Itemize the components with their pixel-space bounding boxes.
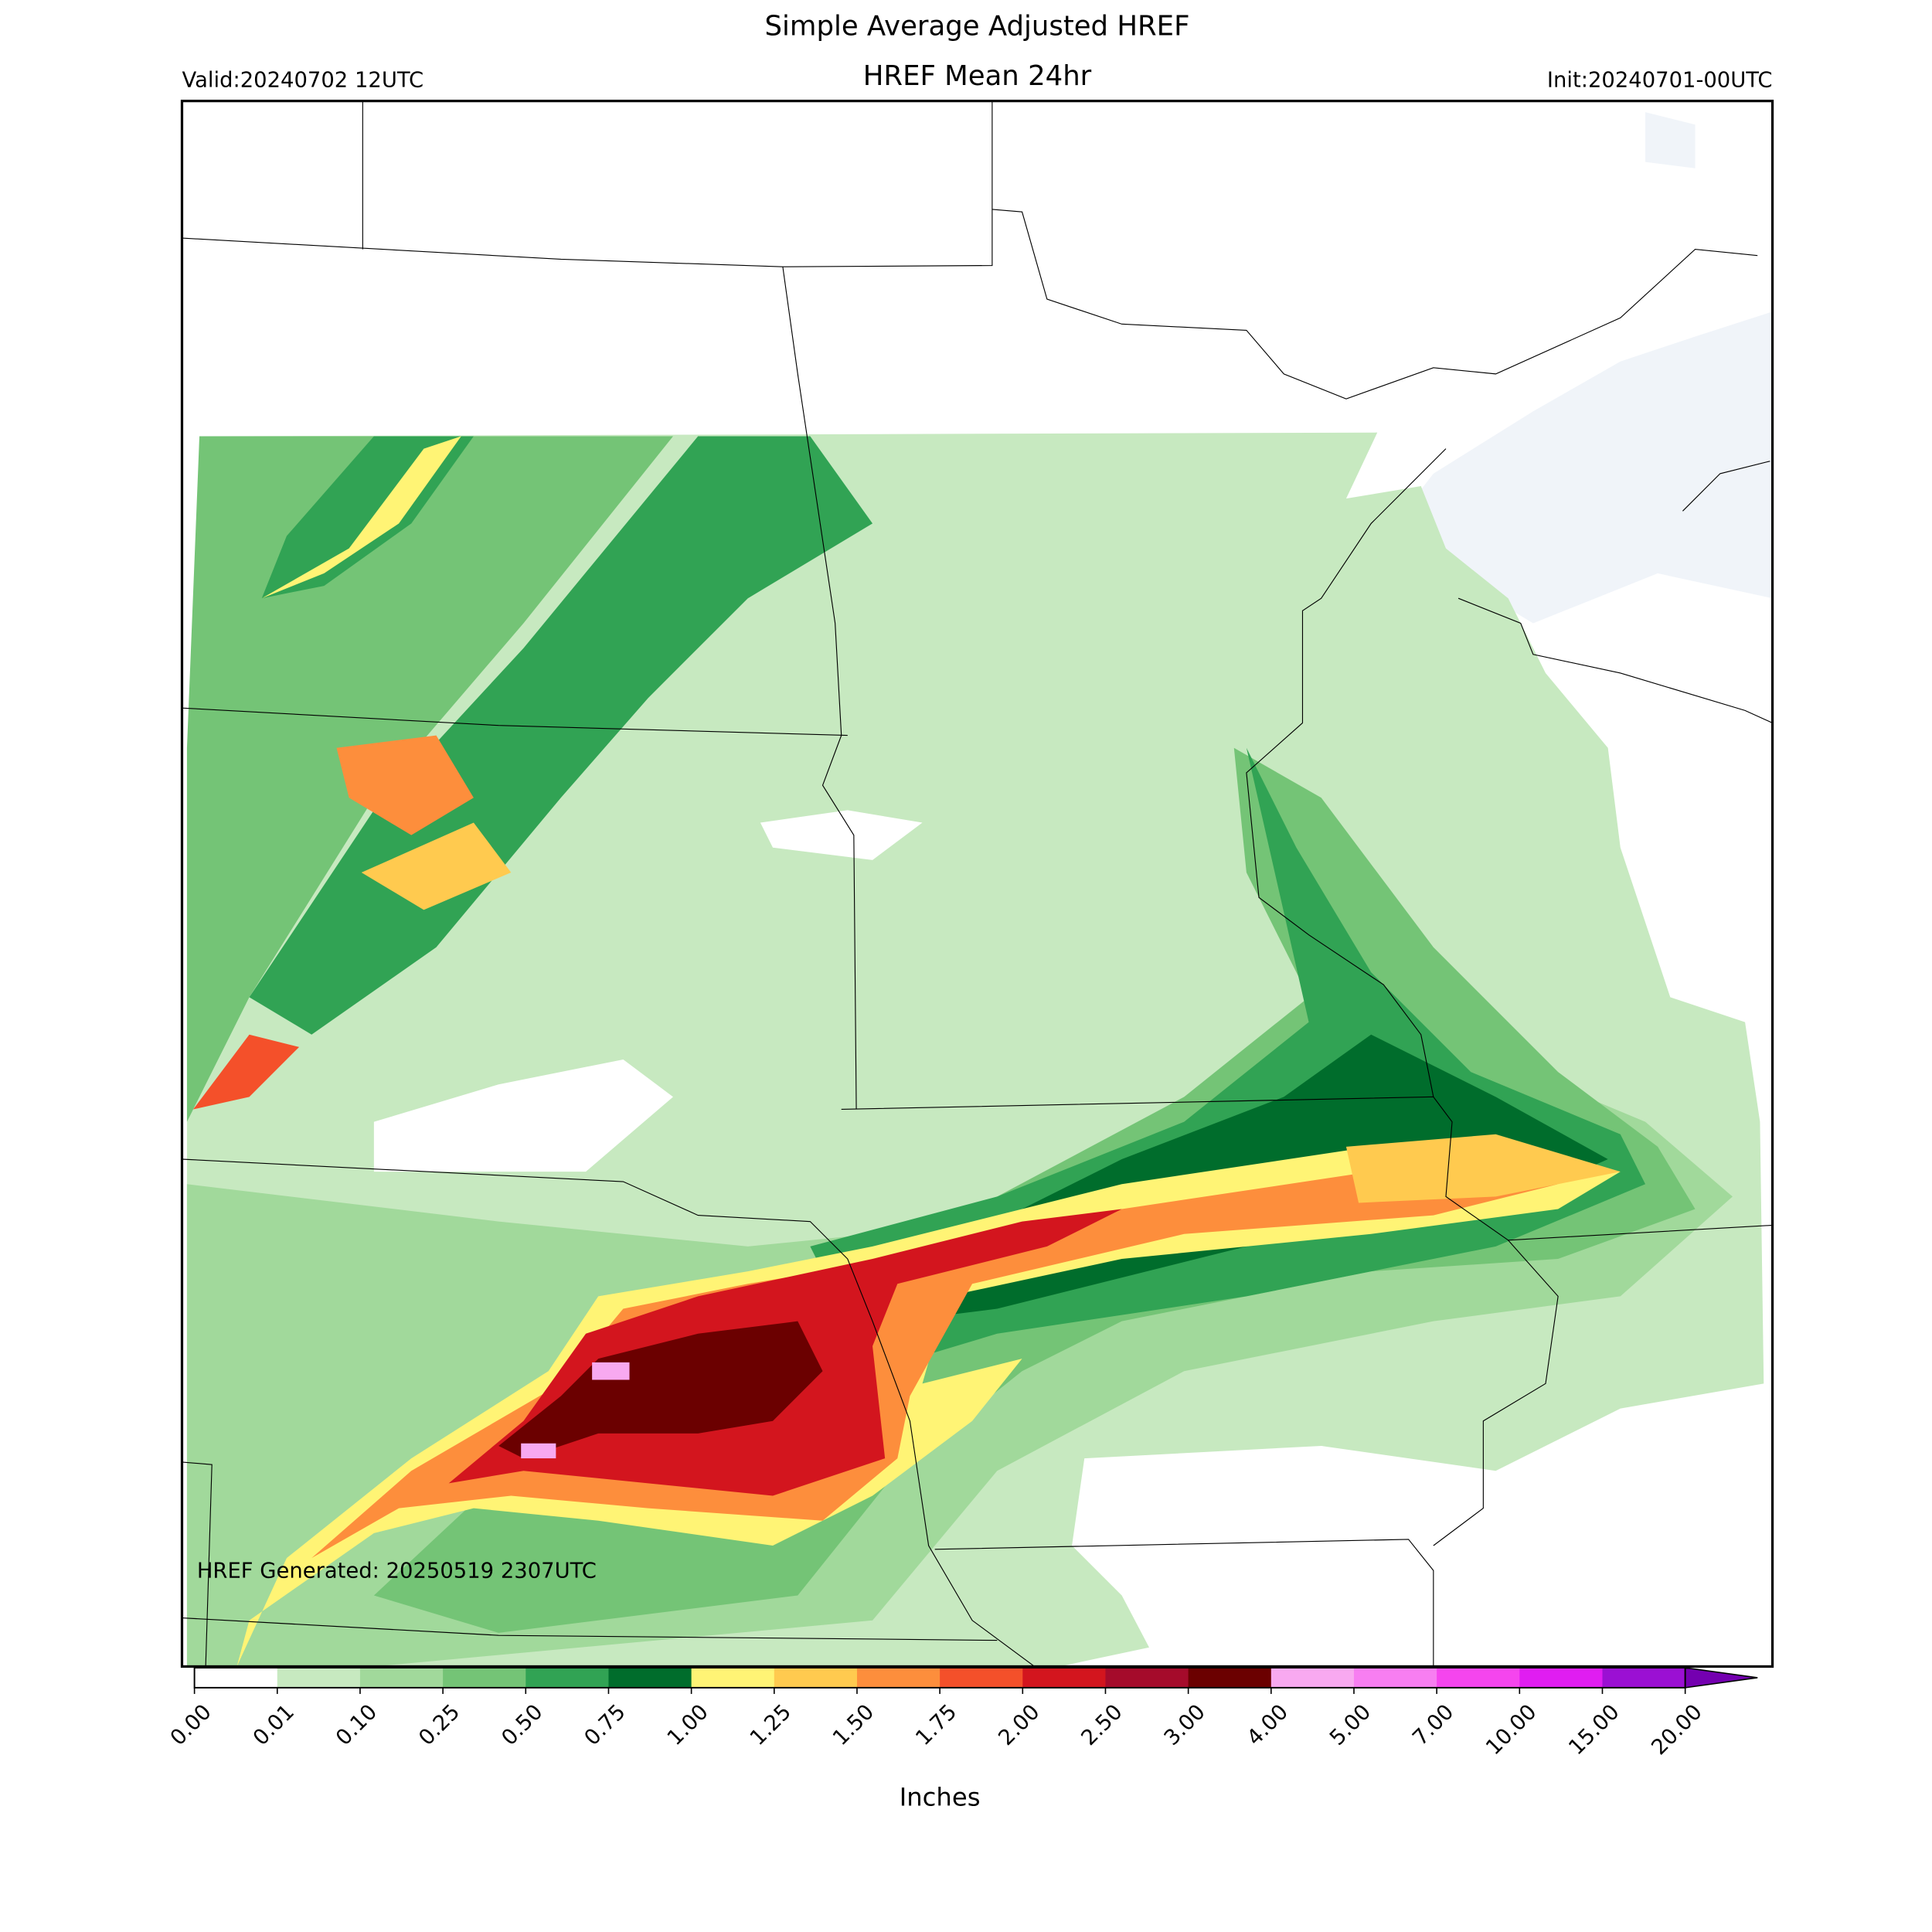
colorbar-box xyxy=(1105,1668,1189,1688)
precip-1-25 xyxy=(361,822,512,910)
map-frame xyxy=(180,100,1774,1668)
colorbar-box xyxy=(1519,1668,1603,1688)
colorbar-box xyxy=(691,1668,775,1688)
precip-4-00 xyxy=(521,1443,556,1459)
colorbar-tick-label: 7.00 xyxy=(1408,1700,1458,1750)
colorbar-tick-label: 0.25 xyxy=(414,1700,464,1750)
precip-1-00 xyxy=(236,1146,1621,1667)
colorbar-box xyxy=(1353,1668,1437,1688)
colorbar-tick-label: 3.00 xyxy=(1160,1700,1210,1750)
colorbar-box xyxy=(194,1668,278,1688)
border xyxy=(992,209,1758,400)
colorbar-tick-label: 20.00 xyxy=(1647,1700,1706,1760)
border xyxy=(934,1539,1434,1667)
lake xyxy=(1345,311,1773,624)
no-precip xyxy=(373,1059,673,1172)
colorbar-extend xyxy=(1684,1667,1758,1689)
colorbar-tick-label: 0.00 xyxy=(166,1700,216,1750)
lake xyxy=(1645,112,1696,168)
border xyxy=(1433,1240,1559,1546)
title: Simple Average Adjusted HREF xyxy=(765,10,1190,42)
colorbar-box xyxy=(774,1668,858,1688)
precip-1-00 xyxy=(261,436,461,599)
colorbar: 0.00 0.01 0.10 0.25 0.50 0.75 1.00 1.25 1.50 1.75… xyxy=(166,1667,1758,1760)
colorbar-tick-label: 0.50 xyxy=(497,1700,547,1750)
colorbar-label: Inches xyxy=(900,1782,981,1811)
colorbar-tick-label: 0.10 xyxy=(332,1700,382,1750)
border xyxy=(182,707,848,736)
footnote: HREF Generated: 20250519 2307UTC xyxy=(197,1559,597,1583)
init-time: Init:20240701-00UTC xyxy=(1547,68,1773,92)
border xyxy=(782,267,857,1110)
border xyxy=(1458,597,1773,723)
colorbar-tick-label: 5.00 xyxy=(1325,1700,1376,1750)
colorbar-tick-label: 2.00 xyxy=(994,1700,1044,1750)
precip-0-25 xyxy=(186,436,673,1122)
border xyxy=(1682,461,1770,512)
colorbar-frame xyxy=(193,1667,1686,1689)
subtitle: HREF Mean 24hr xyxy=(863,60,1092,92)
border xyxy=(841,1096,1773,1241)
colorbar-tick-label: 4.00 xyxy=(1243,1700,1293,1750)
border xyxy=(182,1617,998,1641)
colorbar-box xyxy=(1270,1668,1355,1688)
precip-4-00 xyxy=(592,1362,630,1380)
colorbar-tick-label: 10.00 xyxy=(1481,1700,1541,1760)
no-precip xyxy=(760,810,923,860)
colorbar-box xyxy=(608,1668,692,1688)
colorbar-tick-label: 1.00 xyxy=(663,1700,713,1750)
colorbar-tick-label: 2.50 xyxy=(1077,1700,1128,1750)
colorbar-box xyxy=(1022,1668,1106,1688)
colorbar-tick-label: 0.01 xyxy=(249,1700,299,1750)
colorbar-box xyxy=(526,1668,609,1688)
colorbar-tick-label: 15.00 xyxy=(1564,1700,1624,1760)
colorbar-tick-label: 1.75 xyxy=(911,1700,961,1750)
colorbar-tick-label: 0.75 xyxy=(580,1700,631,1750)
border xyxy=(1246,448,1447,1097)
precip-1-50 xyxy=(336,735,474,835)
colorbar-box xyxy=(443,1668,526,1688)
colorbar-tick-label: 1.25 xyxy=(746,1700,796,1750)
colorbar-box xyxy=(1602,1668,1686,1688)
colorbar-box xyxy=(1188,1668,1272,1688)
no-precip xyxy=(1072,1420,1773,1667)
border xyxy=(182,1158,1036,1667)
border xyxy=(182,1461,213,1667)
precip-3-00 xyxy=(498,1321,823,1459)
colorbar-box xyxy=(1437,1668,1520,1688)
border xyxy=(182,100,993,267)
map: HREF Generated: 20250519 2307UTC xyxy=(180,100,1774,1668)
colorbar-box xyxy=(856,1668,940,1688)
precip-1-75 xyxy=(193,1034,300,1110)
colorbar-tick-label: 1.50 xyxy=(828,1700,879,1750)
valid-time: Valid:20240702 12UTC xyxy=(182,68,423,92)
precip-1-25 xyxy=(1345,1134,1621,1203)
colorbar-box xyxy=(277,1668,361,1688)
colorbar-box xyxy=(940,1668,1023,1688)
colorbar-box xyxy=(359,1668,444,1688)
